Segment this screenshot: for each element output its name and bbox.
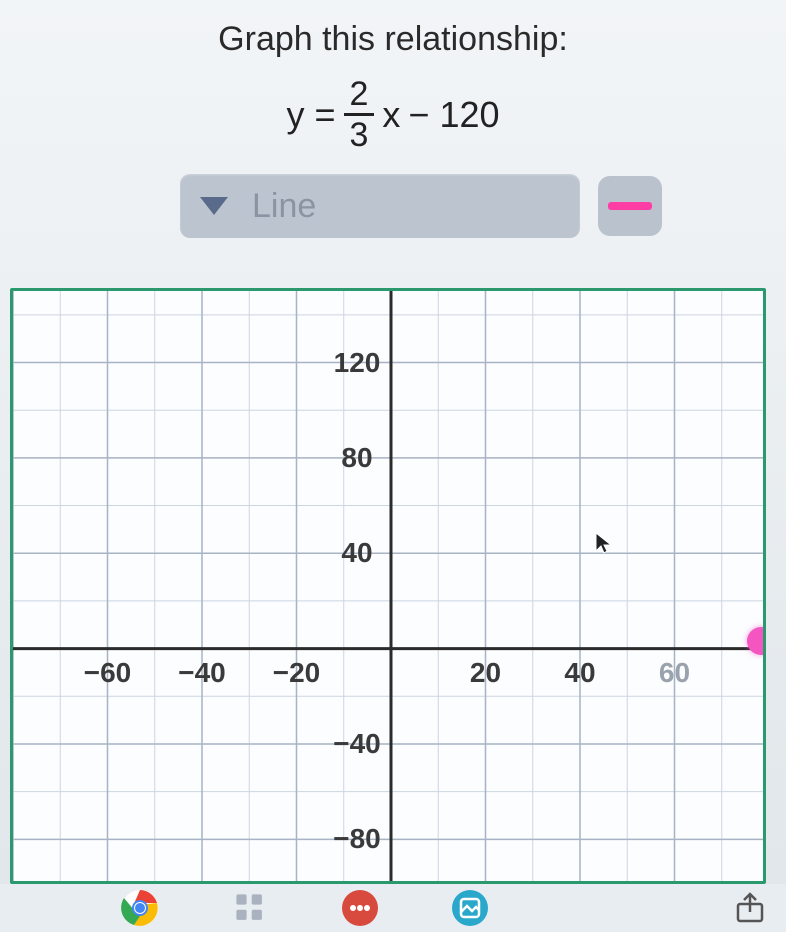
fraction-denominator: 3 — [344, 116, 375, 152]
toolbar: Line — [0, 174, 786, 238]
equation-fraction: 2 3 — [344, 77, 375, 152]
axis-tick-label: −40 — [333, 728, 381, 760]
line-color-swatch[interactable] — [598, 176, 662, 236]
equation-x: x — [382, 94, 400, 136]
axis-tick-label: −40 — [178, 657, 226, 689]
grid-svg — [13, 291, 766, 884]
taskbar — [0, 884, 786, 932]
axis-tick-label: −20 — [273, 657, 321, 689]
chevron-down-icon — [200, 197, 228, 215]
axis-tick-label: 120 — [334, 347, 381, 379]
axis-tick-label: −60 — [84, 657, 132, 689]
axis-tick-label: −80 — [333, 823, 381, 855]
share-icon[interactable] — [732, 890, 768, 926]
equation-lhs: y = — [286, 94, 335, 136]
fraction-numerator: 2 — [344, 77, 375, 116]
tool-dropdown[interactable]: Line — [180, 174, 580, 238]
messages-icon[interactable] — [340, 888, 380, 928]
axis-tick-label: 60 — [659, 657, 690, 689]
equation-const: − 120 — [408, 94, 499, 136]
page-title: Graph this relationship: — [0, 0, 786, 59]
dropdown-label: Line — [252, 187, 316, 226]
app-icon-grid[interactable] — [230, 888, 270, 928]
axis-tick-label: 40 — [341, 537, 372, 569]
chrome-icon[interactable] — [120, 888, 160, 928]
line-color-preview — [608, 202, 652, 210]
editor-icon[interactable] — [450, 888, 490, 928]
axis-tick-label: 80 — [341, 442, 372, 474]
axis-tick-label: 20 — [470, 657, 501, 689]
axis-tick-label: 40 — [564, 657, 595, 689]
equation: y = 2 3 x − 120 — [0, 77, 786, 152]
coordinate-grid[interactable]: 120 80 40 −40 −80 −60 −40 −20 20 40 60 — [10, 288, 766, 884]
